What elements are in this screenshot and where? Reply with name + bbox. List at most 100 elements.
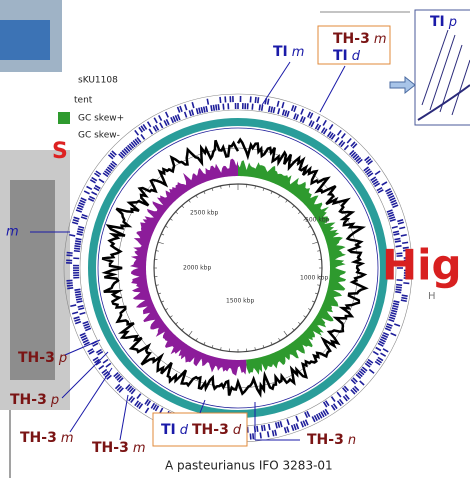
feature: [401, 300, 407, 301]
feature: [175, 115, 177, 121]
feature: [78, 226, 84, 228]
gene-name: TH-3: [307, 432, 344, 448]
feature: [103, 360, 108, 363]
gene-name: TH-3: [192, 422, 229, 438]
feature: [145, 408, 148, 413]
feature: [394, 234, 400, 235]
feature: [391, 313, 397, 315]
feature: [196, 108, 198, 114]
feature: [390, 219, 396, 221]
feature: [83, 322, 89, 324]
feature: [160, 123, 163, 128]
feature: [337, 392, 341, 397]
feature: [258, 97, 259, 103]
scale-tick: [182, 328, 184, 330]
feature: [276, 422, 277, 428]
feature: [310, 113, 313, 118]
feature: [77, 301, 83, 302]
feature: [283, 110, 285, 116]
feature: [79, 203, 85, 205]
feature: [75, 294, 81, 295]
feature: [323, 120, 326, 125]
feature: [389, 217, 395, 219]
feature: [402, 295, 408, 296]
gene-name: TH-3: [92, 440, 129, 456]
feature: [74, 289, 80, 290]
legend-item: GC skew+: [78, 114, 124, 124]
feature: [277, 101, 278, 107]
feature: [72, 222, 78, 224]
feature: [223, 104, 224, 110]
gene-suffix: p: [448, 15, 457, 30]
small-text: H: [428, 291, 436, 302]
feature: [180, 106, 182, 112]
gene-suffix: m: [61, 431, 74, 446]
scale-ring: [154, 184, 322, 352]
gene-label: TH-3p: [10, 392, 59, 408]
feature: [347, 138, 351, 143]
feature: [78, 306, 84, 307]
feature: [273, 107, 274, 113]
gene-name: TH-3: [18, 350, 55, 366]
gene-suffix: d: [233, 423, 242, 438]
gene-label: TH-3m: [92, 440, 146, 456]
feature: [294, 114, 296, 120]
feature: [393, 231, 399, 232]
gene-name: TI: [273, 44, 288, 60]
arrow: [390, 77, 415, 93]
feature: [338, 130, 342, 135]
scale-label: 2000 kbp: [183, 265, 211, 272]
feature: [259, 104, 260, 110]
gene-suffix: d: [352, 49, 361, 64]
gene-suffix: d: [180, 423, 189, 438]
feature: [82, 215, 88, 217]
feature: [278, 422, 280, 428]
feature: [106, 363, 111, 367]
feature: [67, 288, 73, 289]
feature: [369, 370, 374, 374]
feature: [262, 425, 263, 431]
feature: [77, 231, 83, 232]
feature: [388, 215, 394, 217]
scale-tick: [298, 322, 300, 324]
feature: [69, 235, 75, 236]
feature: [67, 283, 73, 284]
feature: [394, 324, 400, 326]
scale-tick: [308, 309, 311, 311]
feature: [192, 110, 194, 116]
feature: [80, 313, 86, 315]
feature: [303, 117, 305, 122]
feature: [199, 108, 200, 114]
feature: [67, 285, 73, 286]
feature: [83, 340, 88, 343]
feature: [394, 239, 400, 240]
feature: [70, 305, 76, 306]
feature: [385, 189, 390, 192]
feature: [329, 124, 332, 129]
genome-map: 500 kbp1000 kbp1500 kbp2000 kbp2500 kbp: [64, 94, 412, 442]
feature: [72, 312, 78, 314]
feature: [74, 251, 80, 252]
feature: [178, 114, 180, 120]
feature: [388, 212, 394, 214]
feature: [75, 243, 81, 244]
feature: [282, 102, 284, 108]
feature: [391, 333, 397, 335]
feature: [74, 246, 80, 247]
fragment-text: S: [52, 139, 68, 164]
feature: [78, 229, 84, 230]
feature: [341, 134, 345, 139]
feature: [218, 104, 219, 110]
feature: [287, 111, 289, 117]
feature: [80, 200, 86, 202]
gene-label: TH-3m: [20, 430, 74, 446]
gene-suffix: m: [292, 45, 305, 60]
scale-tick: [196, 195, 198, 198]
scale-tick: [286, 200, 288, 202]
feature: [275, 430, 276, 436]
feature: [308, 112, 311, 117]
feature: [285, 427, 287, 433]
feature: [312, 416, 315, 421]
feature: [77, 208, 83, 210]
feature: [67, 253, 73, 254]
